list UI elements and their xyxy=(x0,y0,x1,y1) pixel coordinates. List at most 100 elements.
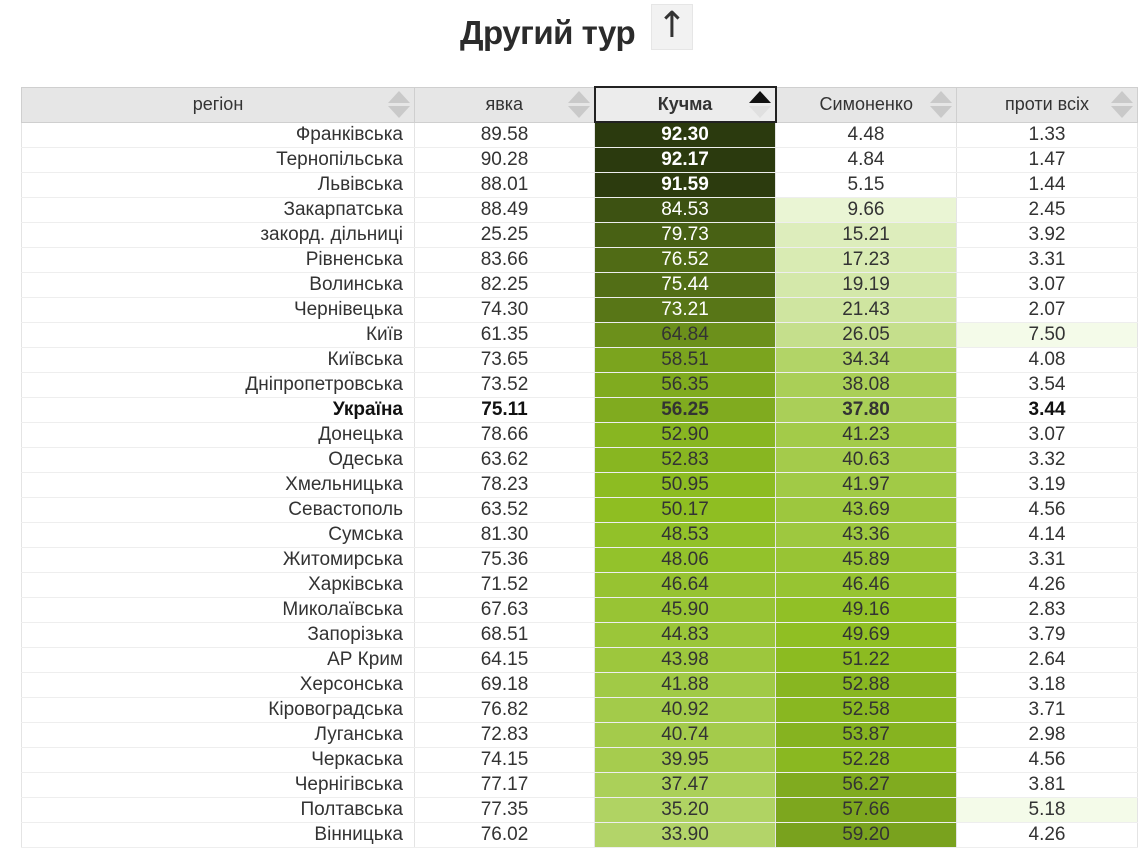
cell-kuchma: 41.88 xyxy=(594,672,776,698)
cell-kuchma: 73.21 xyxy=(594,297,776,323)
cell-turnout: 63.62 xyxy=(414,447,595,473)
table-row: Вінницька 76.02 33.90 59.20 4.26 xyxy=(21,822,1138,848)
cell-against: 2.83 xyxy=(956,597,1138,623)
table-row: Одеська 63.62 52.83 40.63 3.32 xyxy=(21,447,1138,473)
cell-kuchma: 58.51 xyxy=(594,347,776,373)
cell-region: Одеська xyxy=(21,447,415,473)
cell-region: Запорізька xyxy=(21,622,415,648)
sort-arrows-icon[interactable] xyxy=(567,90,590,119)
cell-turnout: 75.11 xyxy=(414,397,595,423)
cell-symonenko: 53.87 xyxy=(775,722,957,748)
cell-kuchma: 92.30 xyxy=(594,122,776,148)
table-row: Севастополь 63.52 50.17 43.69 4.56 xyxy=(21,497,1138,523)
cell-kuchma: 43.98 xyxy=(594,647,776,673)
cell-region: Рівненська xyxy=(21,247,415,273)
cell-turnout: 88.01 xyxy=(414,172,595,198)
cell-against: 3.54 xyxy=(956,372,1138,398)
cell-symonenko: 40.63 xyxy=(775,447,957,473)
cell-symonenko: 52.58 xyxy=(775,697,957,723)
table-row: Харківська 71.52 46.64 46.46 4.26 xyxy=(21,572,1138,598)
cell-turnout: 78.23 xyxy=(414,472,595,498)
page-title: Другий тур xyxy=(460,14,636,51)
table-row: Львівська 88.01 91.59 5.15 1.44 xyxy=(21,172,1138,198)
sort-direction-toggle-arrow-up-icon[interactable]: ↑ xyxy=(651,4,693,50)
cell-region: Сумська xyxy=(21,522,415,548)
cell-turnout: 77.35 xyxy=(414,797,595,823)
cell-kuchma: 46.64 xyxy=(594,572,776,598)
cell-kuchma: 56.25 xyxy=(594,397,776,423)
cell-turnout: 83.66 xyxy=(414,247,595,273)
cell-turnout: 76.82 xyxy=(414,697,595,723)
cell-turnout: 78.66 xyxy=(414,422,595,448)
cell-region: Черкаська xyxy=(21,747,415,773)
sort-arrows-icon[interactable] xyxy=(388,90,410,119)
column-header-label: Симоненко xyxy=(819,94,913,114)
cell-against: 3.19 xyxy=(956,472,1138,498)
column-header-against-all[interactable]: проти всіх xyxy=(956,86,1138,123)
cell-against: 3.81 xyxy=(956,772,1138,798)
cell-kuchma: 52.83 xyxy=(594,447,776,473)
table-row: закорд. дільниці 25.25 79.73 15.21 3.92 xyxy=(21,222,1138,248)
cell-region: Волинська xyxy=(21,272,415,298)
cell-kuchma: 48.53 xyxy=(594,522,776,548)
cell-region: Житомирська xyxy=(21,547,415,573)
column-header-symonenko[interactable]: Симоненко xyxy=(775,86,957,123)
table-body: Франківська 89.58 92.30 4.48 1.33 Тернопільсь… xyxy=(21,122,1138,848)
cell-region: Харківська xyxy=(21,572,415,598)
cell-symonenko: 4.84 xyxy=(775,147,957,173)
cell-region: Закарпатська xyxy=(21,197,415,223)
cell-against: 4.08 xyxy=(956,347,1138,373)
table-row: Волинська 82.25 75.44 19.19 3.07 xyxy=(21,272,1138,298)
table-row: Чернігівська 77.17 37.47 56.27 3.81 xyxy=(21,772,1138,798)
cell-region: Львівська xyxy=(21,172,415,198)
sort-arrows-icon[interactable] xyxy=(930,90,952,119)
cell-against: 5.18 xyxy=(956,797,1138,823)
cell-against: 4.56 xyxy=(956,747,1138,773)
table-row: Кіровоградська 76.82 40.92 52.58 3.71 xyxy=(21,697,1138,723)
cell-region: Кіровоградська xyxy=(21,697,415,723)
cell-turnout: 64.15 xyxy=(414,647,595,673)
cell-symonenko: 5.15 xyxy=(775,172,957,198)
cell-against: 3.18 xyxy=(956,672,1138,698)
table-row: Київ 61.35 64.84 26.05 7.50 xyxy=(21,322,1138,348)
cell-against: 3.79 xyxy=(956,622,1138,648)
cell-region: Київ xyxy=(21,322,415,348)
cell-region: Луганська xyxy=(21,722,415,748)
cell-against: 4.26 xyxy=(956,822,1138,848)
table-row: АР Крим 64.15 43.98 51.22 2.64 xyxy=(21,647,1138,673)
table-row: Дніпропетровська 73.52 56.35 38.08 3.54 xyxy=(21,372,1138,398)
cell-kuchma: 35.20 xyxy=(594,797,776,823)
cell-against: 3.92 xyxy=(956,222,1138,248)
cell-turnout: 73.52 xyxy=(414,372,595,398)
cell-kuchma: 75.44 xyxy=(594,272,776,298)
table-row: Донецька 78.66 52.90 41.23 3.07 xyxy=(21,422,1138,448)
cell-symonenko: 38.08 xyxy=(775,372,957,398)
table-row: Чернівецька 74.30 73.21 21.43 2.07 xyxy=(21,297,1138,323)
sort-arrows-icon[interactable] xyxy=(748,91,771,119)
cell-symonenko: 19.19 xyxy=(775,272,957,298)
cell-symonenko: 52.88 xyxy=(775,672,957,698)
table-row: Хмельницька 78.23 50.95 41.97 3.19 xyxy=(21,472,1138,498)
cell-kuchma: 52.90 xyxy=(594,422,776,448)
cell-region: Дніпропетровська xyxy=(21,372,415,398)
cell-against: 3.32 xyxy=(956,447,1138,473)
sort-arrows-icon[interactable] xyxy=(1111,90,1133,119)
column-header-turnout[interactable]: явка xyxy=(414,86,595,123)
cell-kuchma: 56.35 xyxy=(594,372,776,398)
cell-turnout: 88.49 xyxy=(414,197,595,223)
cell-region: Миколаївська xyxy=(21,597,415,623)
column-header-region[interactable]: регіон xyxy=(21,86,415,123)
cell-symonenko: 57.66 xyxy=(775,797,957,823)
cell-symonenko: 9.66 xyxy=(775,197,957,223)
cell-symonenko: 51.22 xyxy=(775,647,957,673)
cell-kuchma: 48.06 xyxy=(594,547,776,573)
cell-kuchma: 40.92 xyxy=(594,697,776,723)
cell-kuchma: 50.95 xyxy=(594,472,776,498)
cell-against: 1.44 xyxy=(956,172,1138,198)
column-header-kuchma[interactable]: Кучма xyxy=(593,86,777,123)
cell-turnout: 74.15 xyxy=(414,747,595,773)
table-row: Полтавська 77.35 35.20 57.66 5.18 xyxy=(21,797,1138,823)
cell-kuchma: 64.84 xyxy=(594,322,776,348)
cell-region: Франківська xyxy=(21,122,415,148)
cell-kuchma: 45.90 xyxy=(594,597,776,623)
